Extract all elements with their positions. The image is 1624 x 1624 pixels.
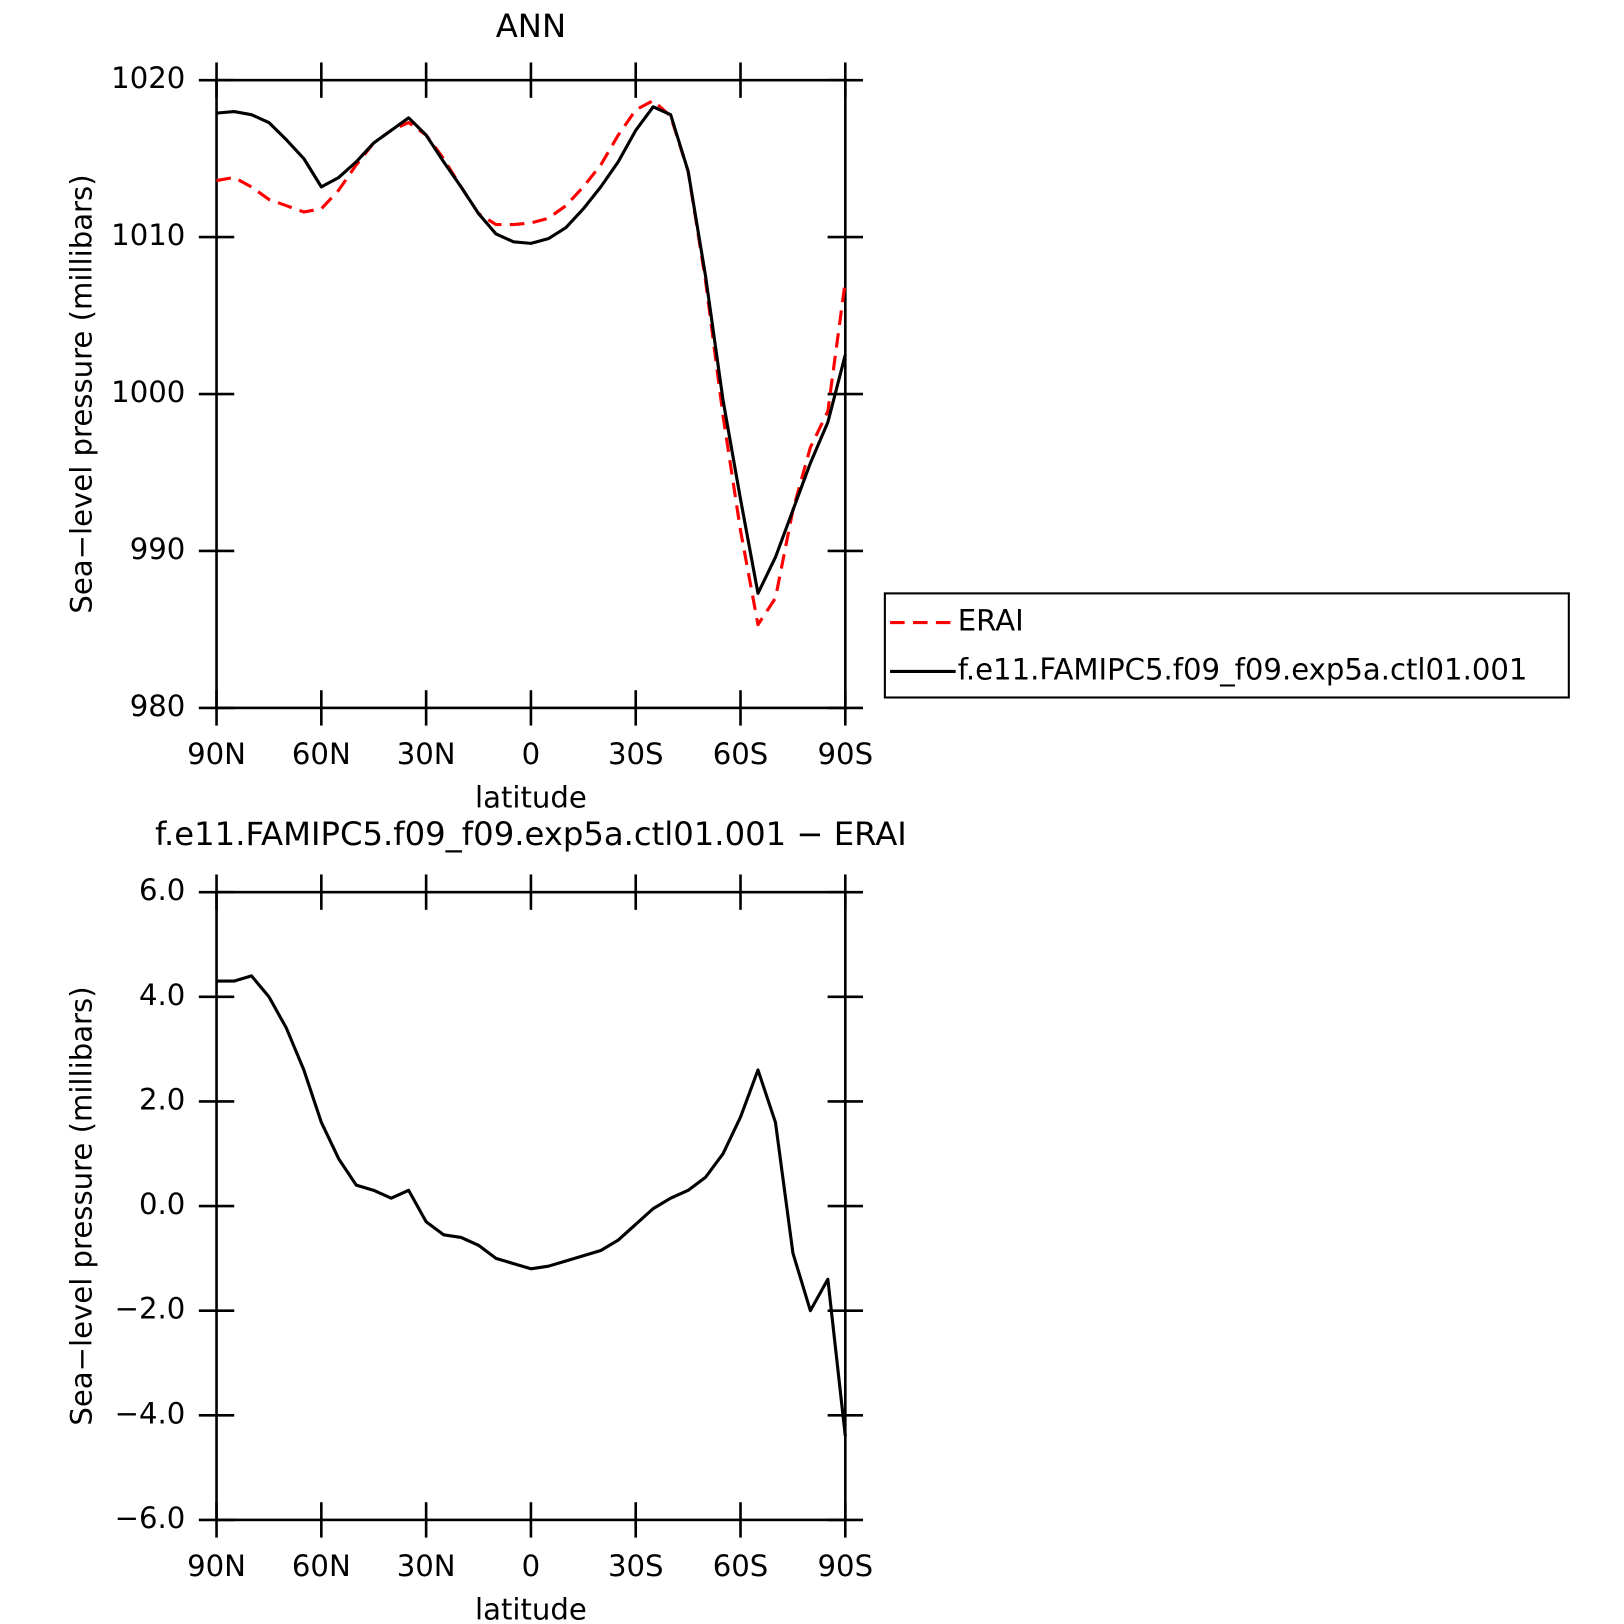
y-tick-label: −4.0	[115, 1396, 186, 1430]
y-tick-label: −6.0	[115, 1501, 186, 1535]
x-tick-label: 60N	[292, 737, 351, 771]
y-tick-label: 980	[130, 689, 186, 723]
y-tick-label: 4.0	[139, 978, 185, 1012]
x-tick-label: 60S	[713, 737, 769, 771]
legend-box	[883, 592, 1570, 699]
x-tick-label: 30N	[397, 737, 456, 771]
x-tick-label: 30S	[608, 1549, 664, 1583]
x-tick-label: 90N	[187, 1549, 246, 1583]
y-tick-label: 0.0	[139, 1187, 185, 1221]
x-tick-label: 0	[522, 737, 541, 771]
x-tick-label: 90S	[818, 1549, 874, 1583]
x-tick-label: 60N	[292, 1549, 351, 1583]
x-tick-label: 90N	[187, 737, 246, 771]
chart-title: f.e11.FAMIPC5.f09_f09.exp5a.ctl01.001 − …	[155, 815, 907, 853]
y-tick-label: 1010	[111, 218, 185, 252]
plot-frame	[215, 890, 847, 1522]
x-tick-label: 90S	[818, 737, 874, 771]
data-line	[216, 99, 847, 627]
x-axis-label: latitude	[475, 781, 587, 815]
x-axis-label: latitude	[475, 1593, 587, 1624]
chart-title: ANN	[496, 7, 566, 45]
data-line	[216, 974, 847, 1437]
y-tick-label: 6.0	[139, 873, 185, 907]
x-tick-label: 0	[522, 1549, 541, 1583]
legend-label: ERAI	[958, 604, 1024, 638]
y-tick-label: −2.0	[115, 1292, 186, 1326]
y-tick-label: 990	[130, 532, 186, 566]
y-tick-label: 2.0	[139, 1082, 185, 1116]
x-tick-label: 30N	[397, 1549, 456, 1583]
data-line	[216, 105, 847, 595]
y-tick-label: 1000	[111, 375, 185, 409]
legend-label: f.e11.FAMIPC5.f09_f09.exp5a.ctl01.001	[958, 652, 1528, 686]
y-axis-label: Sea−level pressure (millibars)	[64, 174, 98, 613]
x-tick-label: 30S	[608, 737, 664, 771]
plot-frame	[215, 78, 847, 710]
y-axis-label: Sea−level pressure (millibars)	[64, 986, 98, 1425]
x-tick-label: 60S	[713, 1549, 769, 1583]
y-tick-label: 1020	[111, 61, 185, 95]
